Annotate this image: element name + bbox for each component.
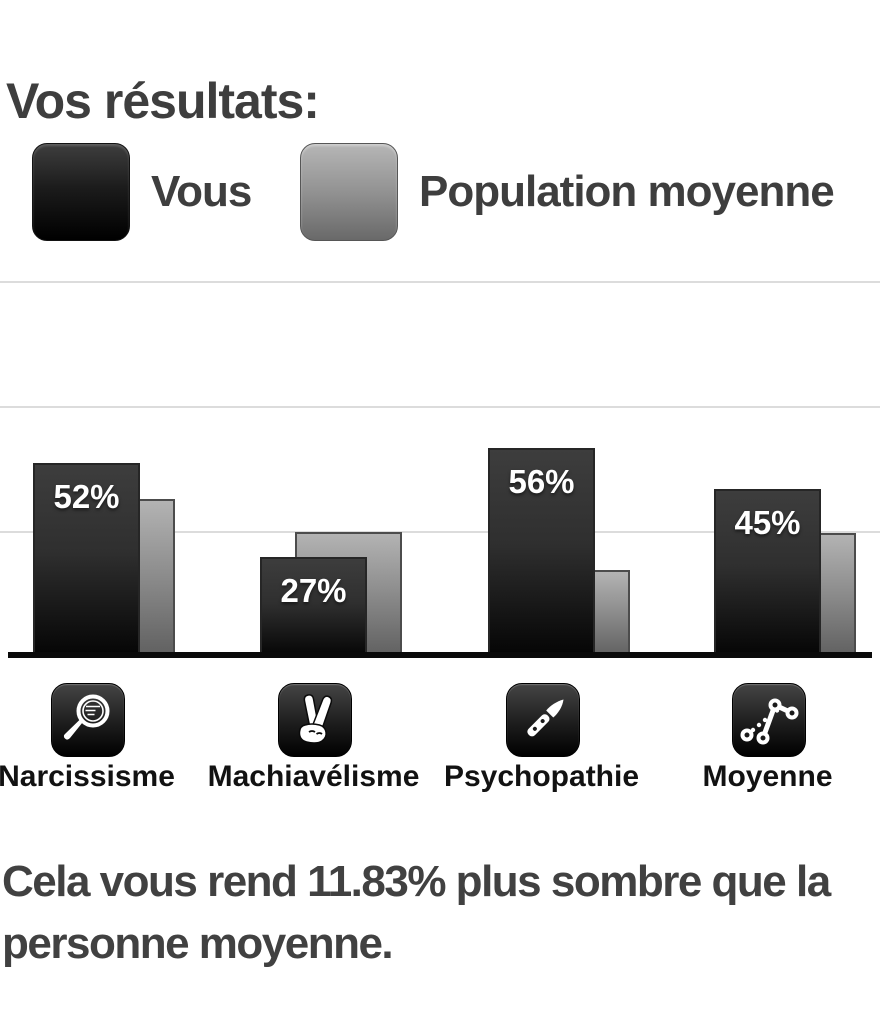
gridline-100 bbox=[0, 281, 880, 283]
bar-vous-psychopathie: 56% bbox=[488, 448, 595, 658]
legend-swatch-population bbox=[300, 143, 398, 241]
knife-icon bbox=[506, 683, 580, 757]
legend-label-population: Population moyenne bbox=[419, 167, 835, 216]
hand-mirror-icon bbox=[51, 683, 125, 757]
legend-item-population: Population moyenne bbox=[300, 143, 835, 241]
category-label-narcissisme: Narcissisme bbox=[0, 760, 175, 793]
legend-label-vous: Vous bbox=[151, 167, 252, 216]
gridline-33.3 bbox=[0, 531, 880, 534]
bar-vous-narcissisme: 52% bbox=[33, 463, 140, 658]
legend-item-vous: Vous bbox=[32, 143, 252, 241]
bar-value-label: 52% bbox=[53, 478, 120, 515]
summary-text: Cela vous rend 11.83% plus sombre que la… bbox=[2, 851, 831, 975]
category-label-moyenne: Moyenne bbox=[702, 760, 833, 793]
bar-vous-moyenne: 45% bbox=[714, 489, 821, 658]
crossed-fingers-icon bbox=[278, 683, 352, 757]
legend-swatch-vous bbox=[32, 143, 130, 241]
page-title: Vos résultats: bbox=[6, 72, 320, 129]
gridline-66.7 bbox=[0, 405, 880, 408]
bar-value-label: 56% bbox=[508, 463, 575, 500]
bar-value-label: 27% bbox=[280, 572, 347, 609]
x-axis-line bbox=[8, 652, 872, 658]
summary-line-2: personne moyenne. bbox=[2, 919, 394, 968]
trend-dots-icon bbox=[732, 683, 806, 757]
category-label-machiavélisme: Machiavélisme bbox=[207, 760, 420, 793]
category-label-psychopathie: Psychopathie bbox=[443, 760, 640, 793]
bar-value-label: 45% bbox=[734, 504, 801, 541]
summary-line-1: Cela vous rend 11.83% plus sombre que la bbox=[2, 857, 831, 906]
bar-vous-machiavélisme: 27% bbox=[260, 557, 367, 658]
